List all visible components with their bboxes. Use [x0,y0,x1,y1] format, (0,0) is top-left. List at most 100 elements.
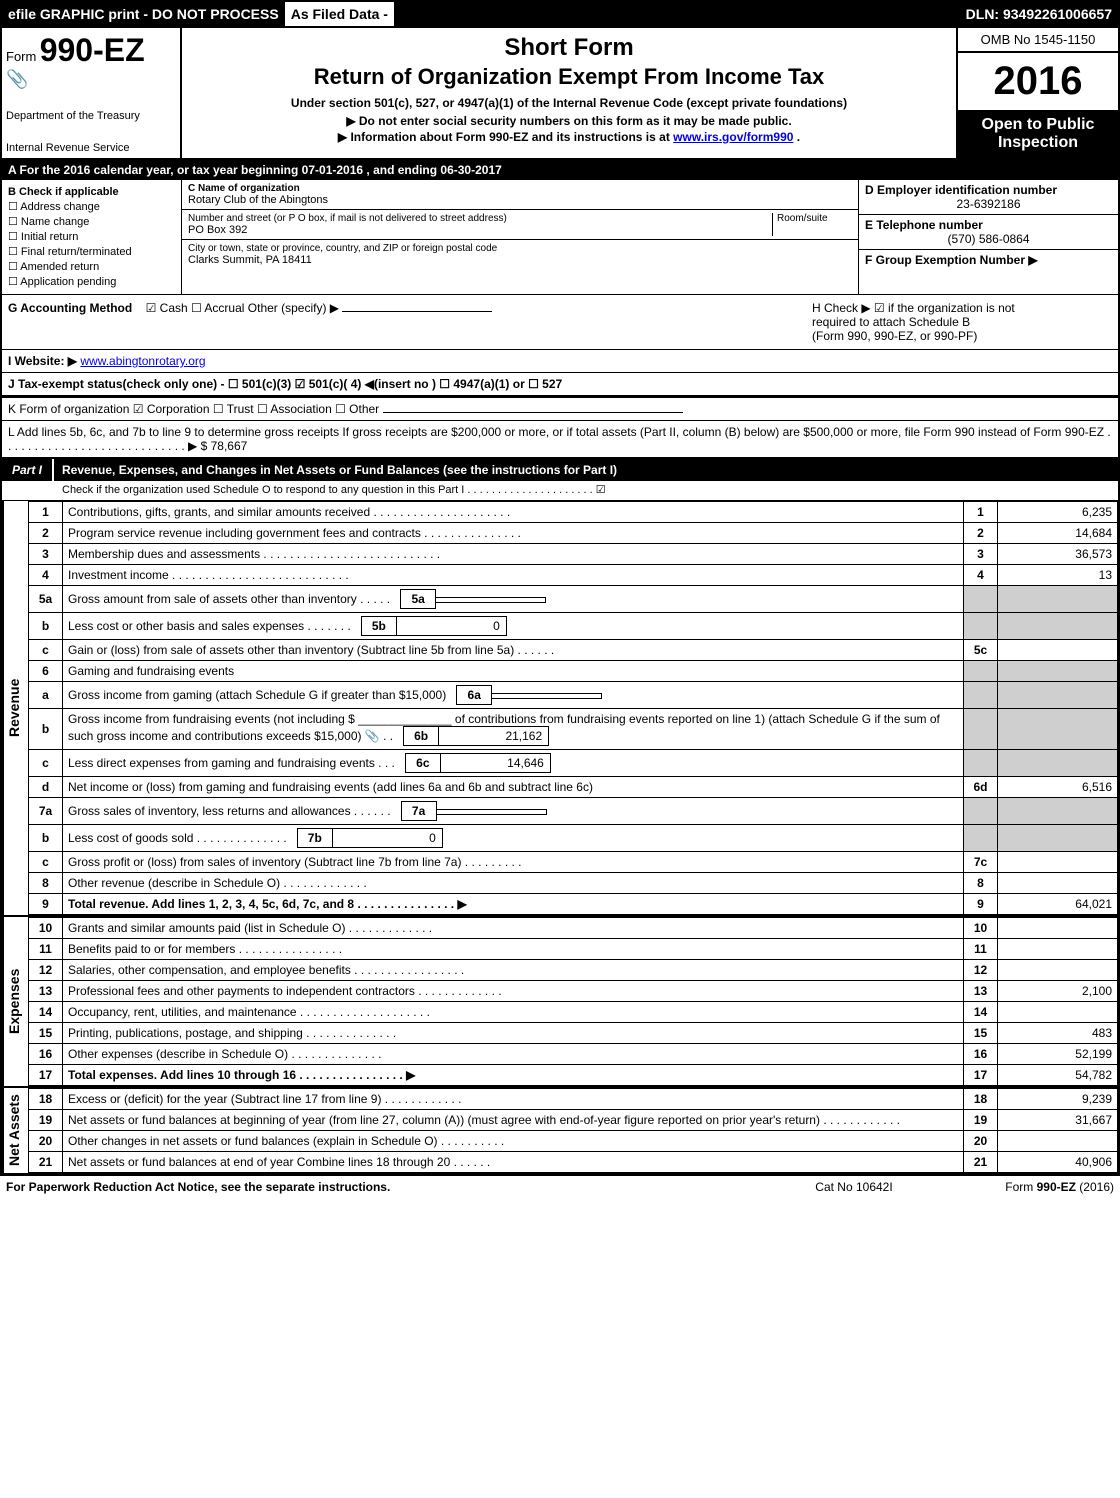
line-6-no: 6 [29,661,63,682]
line-11-rn: 11 [964,939,998,960]
revenue-label: Revenue [2,501,28,915]
line-5a-no: 5a [29,586,63,613]
line-6-amt [998,661,1118,682]
line-15-rn: 15 [964,1023,998,1044]
row-a-begin: 07-01-2016 [302,163,363,177]
section-k: K Form of organization ☑ Corporation ☐ T… [2,396,1118,421]
line-12-amt [998,960,1118,981]
omb-number: OMB No 1545-1150 [958,28,1118,53]
part1-tag: Part I [2,459,54,481]
line-6a-bv [492,693,602,699]
info-line: ▶ Information about Form 990-EZ and its … [192,130,946,144]
line-19-desc: Net assets or fund balances at beginning… [63,1110,964,1131]
line-4-amt: 13 [998,565,1118,586]
cb-amended[interactable]: ☐ Amended return [8,260,175,273]
line-6a-desc: Gross income from gaming (attach Schedul… [63,682,964,709]
website-link[interactable]: www.abingtonrotary.org [80,354,205,368]
h-line3: (Form 990, 990-EZ, or 990-PF) [812,329,1112,343]
as-filed-label: As Filed Data - [285,2,394,26]
city-label: City or town, state or province, country… [188,243,852,254]
line-6a-text: Gross income from gaming (attach Schedul… [68,688,446,702]
line-13-no: 13 [29,981,63,1002]
g-label: G Accounting Method [8,301,132,315]
cb-address[interactable]: ☐ Address change [8,200,175,213]
line-18-no: 18 [29,1089,63,1110]
expenses-label: Expenses [2,917,28,1086]
netassets-table: 18Excess or (deficit) for the year (Subt… [28,1088,1118,1173]
dept-irs: Internal Revenue Service [6,142,176,154]
line-14-rn: 14 [964,1002,998,1023]
cb-initial[interactable]: ☐ Initial return [8,230,175,243]
line-7c-no: c [29,852,63,873]
line-5b-desc: Less cost or other basis and sales expen… [63,613,964,640]
line-6-rn [964,661,998,682]
section-b: B Check if applicable ☐ Address change ☐… [2,180,1118,295]
section-g: G Accounting Method ☑ Cash ☐ Accrual Oth… [2,295,1118,350]
line-6-desc: Gaming and fundraising events [63,661,964,682]
line-6d-desc: Net income or (loss) from gaming and fun… [63,777,964,798]
row-a-pre: A For the 2016 calendar year, or tax yea… [8,163,302,177]
main-title: Return of Organization Exempt From Incom… [192,64,946,90]
line-17-no: 17 [29,1065,63,1086]
line-6c-rn [964,750,998,777]
line-5b-rn [964,613,998,640]
paperwork-notice: For Paperwork Reduction Act Notice, see … [6,1180,774,1194]
cb-final[interactable]: ☐ Final return/terminated [8,245,175,258]
line-16-amt: 52,199 [998,1044,1118,1065]
line-7b-text: Less cost of goods sold . . . . . . . . … [68,831,287,845]
line-4-rn: 4 [964,565,998,586]
org-name: Rotary Club of the Abingtons [188,194,852,206]
header-left: Form 990-EZ 📎 Department of the Treasury… [2,28,182,158]
line-18-desc: Excess or (deficit) for the year (Subtra… [63,1089,964,1110]
line-9-amt: 64,021 [998,894,1118,915]
form-prefix: Form [6,49,36,64]
line-6d-amt: 6,516 [998,777,1118,798]
line-6c-no: c [29,750,63,777]
line-17-amt: 54,782 [998,1065,1118,1086]
short-form-title: Short Form [192,34,946,62]
line-8-amt [998,873,1118,894]
line-7c-amt [998,852,1118,873]
name-address-block: C Name of organization Rotary Club of th… [182,180,858,294]
i-label: I Website: ▶ [8,354,77,368]
line-10-no: 10 [29,918,63,939]
header-center: Short Form Return of Organization Exempt… [182,28,958,158]
line-2-rn: 2 [964,523,998,544]
line-19-rn: 19 [964,1110,998,1131]
line-5b-bv: 0 [397,616,507,636]
cb-pending[interactable]: ☐ Application pending [8,275,175,288]
form-container: efile GRAPHIC print - DO NOT PROCESS As … [0,0,1120,1175]
line-16-rn: 16 [964,1044,998,1065]
section-j: J Tax-exempt status(check only one) - ☐ … [2,373,1118,396]
line-5c-desc: Gain or (loss) from sale of assets other… [63,640,964,661]
line-6b-no: b [29,709,63,750]
g-options[interactable]: ☑ Cash ☐ Accrual Other (specify) ▶ [146,301,339,315]
line-11-amt [998,939,1118,960]
line-3-rn: 3 [964,544,998,565]
irs-link[interactable]: www.irs.gov/form990 [673,130,793,144]
e-label: E Telephone number [865,218,1112,232]
line-3-desc: Membership dues and assessments . . . . … [63,544,964,565]
line-6b-bv: 21,162 [439,726,549,746]
line-12-desc: Salaries, other compensation, and employ… [63,960,964,981]
tax-year: 2016 [958,53,1118,110]
j-text: J Tax-exempt status(check only one) - ☐ … [8,377,562,391]
line-7c-desc: Gross profit or (loss) from sales of inv… [63,852,964,873]
cb-name[interactable]: ☐ Name change [8,215,175,228]
line-7a-box: 7a [401,801,437,821]
line-7a-amt [998,798,1118,825]
netassets-section: Net Assets 18Excess or (deficit) for the… [2,1086,1118,1173]
footer: For Paperwork Reduction Act Notice, see … [0,1175,1120,1198]
line-5a-text: Gross amount from sale of assets other t… [68,592,390,606]
line-14-desc: Occupancy, rent, utilities, and maintena… [63,1002,964,1023]
line-7b-amt [998,825,1118,852]
line-1-amt: 6,235 [998,502,1118,523]
line-7b-no: b [29,825,63,852]
part1-title: Revenue, Expenses, and Changes in Net As… [54,459,1118,481]
line-17-rn: 17 [964,1065,998,1086]
line-10-rn: 10 [964,918,998,939]
line-9-desc: Total revenue. Add lines 1, 2, 3, 4, 5c,… [63,894,964,915]
line-11-desc: Benefits paid to or for members . . . . … [63,939,964,960]
line-20-no: 20 [29,1131,63,1152]
section-l: L Add lines 5b, 6c, and 7b to line 9 to … [2,421,1118,459]
